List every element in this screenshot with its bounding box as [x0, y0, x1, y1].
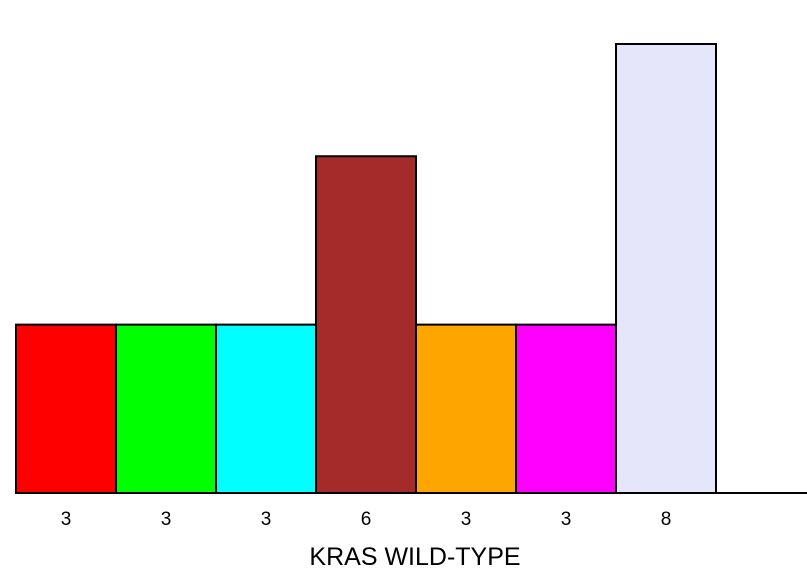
- bar-value-label-4: 6: [361, 509, 372, 530]
- value-labels-group: 3 3 3 6 3 3 8: [61, 509, 672, 530]
- bar-value-label-5: 3: [461, 509, 472, 530]
- bar-1: [15, 323, 117, 494]
- bar-value-label-2: 3: [161, 509, 172, 530]
- bar-value-label-1: 3: [61, 509, 72, 530]
- x-axis-label: KRAS WILD-TYPE: [309, 543, 520, 571]
- bar-4: [315, 155, 417, 494]
- bar-6: [515, 323, 617, 494]
- bar-value-label-3: 3: [261, 509, 272, 530]
- bar-5: [415, 323, 517, 494]
- bar-value-label-6: 3: [561, 509, 572, 530]
- bar-2: [115, 323, 217, 494]
- bar-3: [215, 323, 317, 494]
- bars-group: [15, 43, 717, 494]
- bar-7: [615, 43, 717, 494]
- bar-value-label-7: 8: [661, 509, 672, 530]
